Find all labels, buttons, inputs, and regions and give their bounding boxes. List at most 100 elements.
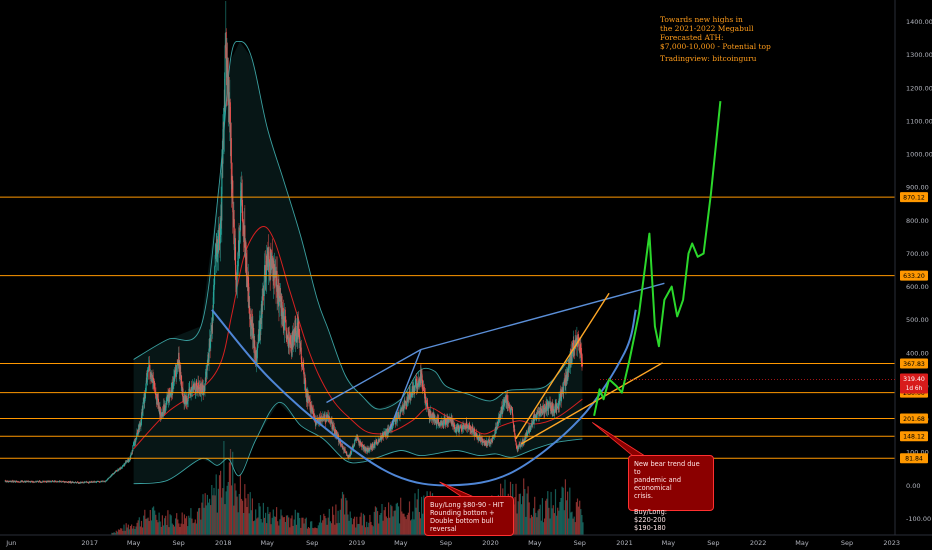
- time-axis[interactable]: Jun 2017 May Sep 2018 May Sep 2019 May Sep 2020 May…: [5, 539, 900, 547]
- candle-body: [115, 470, 117, 472]
- candle-body: [460, 424, 462, 430]
- candle-body: [322, 415, 324, 420]
- candle-body: [222, 129, 224, 164]
- volume-bar: [274, 516, 277, 535]
- candle-body: [332, 424, 334, 429]
- candle-body: [462, 425, 464, 429]
- candle-body: [444, 418, 446, 425]
- x-tick-label: Sep: [574, 539, 586, 547]
- candle-body: [578, 346, 580, 348]
- candle-body: [164, 408, 166, 410]
- volume-bar: [111, 532, 113, 535]
- volume-bar: [522, 496, 524, 535]
- candle-body: [423, 390, 425, 392]
- candle-body: [160, 415, 162, 417]
- volume-bar: [369, 514, 371, 535]
- candle-body: [533, 421, 535, 424]
- candle-body: [577, 342, 579, 346]
- candle-body: [388, 430, 390, 432]
- candle-body: [274, 272, 276, 276]
- volume-bar: [338, 522, 340, 535]
- volume-bar: [188, 515, 190, 535]
- candle-body: [133, 443, 135, 444]
- candle-body: [466, 428, 468, 429]
- volume-bar: [529, 518, 531, 535]
- candle-body: [323, 419, 325, 420]
- candle-body: [7, 481, 9, 482]
- candle-body: [383, 432, 385, 438]
- candle-body: [581, 362, 583, 367]
- volume-bar: [406, 515, 408, 535]
- candle-body: [240, 190, 242, 192]
- candle-body: [356, 437, 358, 441]
- candle-body: [571, 361, 573, 365]
- candle-body: [48, 481, 50, 483]
- volume-bar: [251, 498, 253, 535]
- candle-body: [242, 220, 244, 223]
- level-price-label: 201.68: [903, 416, 925, 423]
- candle-body: [421, 372, 423, 375]
- bottom-callout: Buy/Long $80-90 - HIT Rounding bottom + …: [424, 496, 514, 536]
- volume-bar: [341, 491, 344, 535]
- candle-body: [540, 408, 542, 414]
- volume-bar: [164, 518, 166, 535]
- candle-body: [141, 406, 143, 416]
- candle-body: [144, 393, 146, 399]
- volume-bar: [307, 527, 310, 535]
- candle-body: [10, 481, 12, 483]
- volume-bar: [549, 518, 551, 535]
- candle-body: [43, 481, 45, 482]
- candle-body: [512, 414, 514, 421]
- volume-bar: [276, 507, 278, 535]
- candle-body: [303, 367, 305, 372]
- volume-bar: [536, 517, 538, 535]
- volume-bar: [372, 526, 374, 535]
- candle-body: [558, 398, 560, 402]
- candle-body: [346, 454, 348, 456]
- candle-body: [210, 331, 212, 342]
- volume-bar: [356, 516, 358, 535]
- volume-bar: [377, 511, 379, 535]
- volume-bar: [125, 523, 127, 535]
- volume-bar: [385, 516, 387, 535]
- volume-bar: [416, 499, 418, 535]
- volume-bar: [574, 522, 576, 535]
- y-tick-label: 600.00: [906, 283, 929, 291]
- candle-body: [491, 441, 493, 443]
- y-tick-label: 1000.00: [906, 151, 932, 159]
- candle-body: [224, 45, 226, 107]
- candle-body: [263, 274, 265, 296]
- candle-body: [284, 316, 286, 321]
- volume-bar: [126, 527, 128, 535]
- candle-body: [295, 326, 297, 333]
- trendline: [326, 348, 422, 404]
- candle-body: [200, 383, 202, 391]
- trendline: [389, 349, 422, 430]
- candle-body: [405, 401, 407, 404]
- volume-bar: [238, 494, 240, 535]
- candle-body: [555, 404, 557, 412]
- candle-body: [204, 377, 206, 384]
- volume-bar: [554, 489, 557, 535]
- volume-bar: [417, 488, 419, 535]
- volume-bar: [195, 523, 197, 535]
- candle-body: [118, 469, 120, 471]
- volume-bar: [279, 519, 281, 535]
- candle-body: [531, 423, 533, 425]
- volume-bar: [405, 519, 407, 535]
- candle-body: [202, 384, 204, 393]
- candle-body: [500, 410, 502, 413]
- candle-body: [70, 481, 72, 483]
- candle-body: [15, 480, 17, 482]
- candle-body: [488, 440, 490, 442]
- price-axis[interactable]: -100.000.00100.00200.00300.00400.00500.0…: [906, 18, 932, 523]
- volume-bar: [345, 497, 347, 535]
- volume-bar: [312, 527, 314, 535]
- volume-bar: [289, 527, 291, 535]
- candle-body: [470, 431, 472, 433]
- volume-bar: [263, 517, 266, 535]
- forecast-path: [593, 100, 722, 417]
- volume-bar: [546, 498, 548, 535]
- candle-body: [389, 429, 391, 431]
